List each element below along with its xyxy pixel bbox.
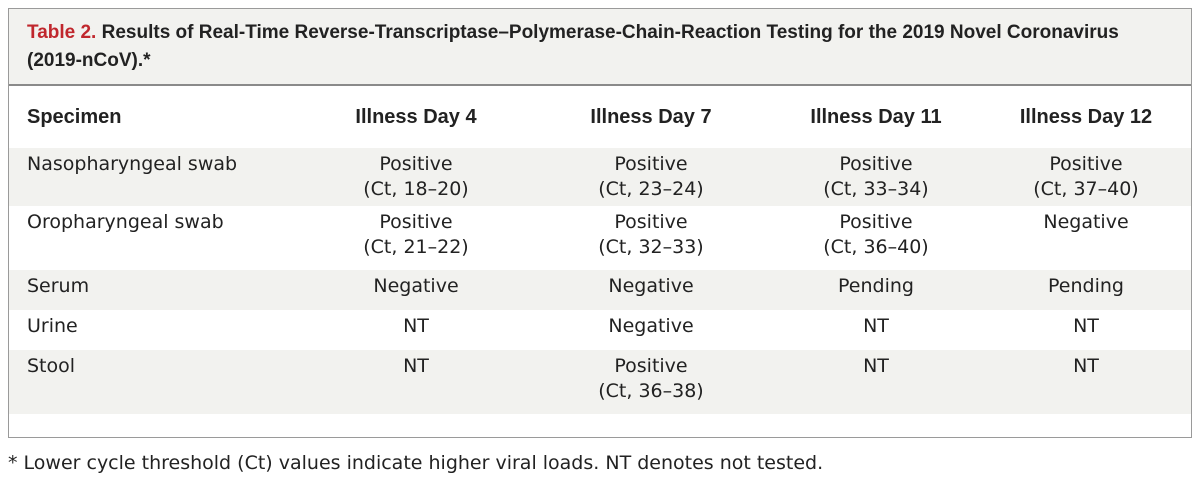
result-line: (Ct, 36–40) [823,236,929,258]
table-row: Nasopharyngeal swab Positive (Ct, 18–20) Po… [9,148,1191,206]
table-title: Table 2. Results of Real-Time Reverse-Tr… [9,9,1191,86]
result-line: NT [1073,355,1099,377]
result-line: NT [863,315,889,337]
result-cell: NT [981,310,1191,350]
result-line: Negative [373,275,459,297]
table-box: Table 2. Results of Real-Time Reverse-Tr… [8,8,1192,438]
column-header: Illness Day 11 [810,105,942,128]
result-line: NT [403,315,429,337]
result-line: Positive [379,211,453,233]
column-header: Illness Day 4 [355,105,477,128]
header-row: Specimen Illness Day 4 Illness Day 7 Illnes… [9,86,1191,148]
result-cell: Positive (Ct, 36–40) [771,206,981,270]
table-row: Urine NT Negative NT NT [9,310,1191,350]
specimen-cell: Serum [9,270,301,310]
result-cell: Positive (Ct, 36–38) [531,350,771,414]
result-cell: Negative [531,270,771,310]
result-cell: Positive (Ct, 37–40) [981,148,1191,206]
result-cell: Pending [771,270,981,310]
result-cell: NT [301,350,531,414]
table-row: Stool NT Positive (Ct, 36–38) NT NT [9,350,1191,414]
results-table: Specimen Illness Day 4 Illness Day 7 Illnes… [9,86,1191,414]
result-cell: NT [301,310,531,350]
result-line: (Ct, 36–38) [598,380,704,402]
result-line: Positive [614,153,688,175]
result-cell: NT [771,350,981,414]
specimen-cell: Oropharyngeal swab [27,211,224,233]
column-header: Illness Day 12 [1019,105,1153,128]
result-line: NT [863,355,889,377]
table-body: Nasopharyngeal swab Positive (Ct, 18–20) Po… [9,148,1191,414]
specimen-cell: Urine [27,315,78,337]
result-line: Negative [608,275,694,297]
result-cell: Positive (Ct, 18–20) [301,148,531,206]
result-cell: Positive (Ct, 21–22) [301,206,531,270]
result-line: Positive [839,211,913,233]
result-line: (Ct, 23–24) [598,178,704,200]
result-cell: Negative [531,310,771,350]
result-line: Positive [614,211,688,233]
result-line: Negative [1043,211,1129,233]
result-line: Pending [1048,275,1124,297]
result-cell: NT [981,350,1191,414]
result-cell: Positive (Ct, 33–34) [771,148,981,206]
title-label: Table 2. [27,22,97,43]
table-row: Serum Negative Negative Pending Pending [9,270,1191,310]
result-line: (Ct, 32–33) [598,236,704,258]
result-cell: Negative [981,206,1191,270]
result-line: (Ct, 21–22) [363,236,469,258]
result-line: NT [403,355,429,377]
result-cell: Positive (Ct, 32–33) [531,206,771,270]
column-header: Specimen [27,105,122,128]
result-line: Positive [614,355,688,377]
result-line: (Ct, 18–20) [363,178,469,200]
result-line: Pending [838,275,914,297]
column-header: Illness Day 7 [590,105,712,128]
specimen-cell: Nasopharyngeal swab [9,148,301,206]
result-cell: NT [771,310,981,350]
table-row: Oropharyngeal swab Positive (Ct, 21–22) Pos… [9,206,1191,270]
result-line: Positive [1049,153,1123,175]
result-line: (Ct, 37–40) [1033,178,1139,200]
result-line: (Ct, 33–34) [823,178,929,200]
result-line: Positive [839,153,913,175]
specimen-cell: Stool [9,350,301,414]
footnote: * Lower cycle threshold (Ct) values indi… [8,452,824,474]
result-cell: Negative [301,270,531,310]
title-text: Results of Real-Time Reverse-Transcripta… [27,22,1119,71]
result-line: NT [1073,315,1099,337]
result-cell: Pending [981,270,1191,310]
result-cell: Positive (Ct, 23–24) [531,148,771,206]
result-line: Negative [608,315,694,337]
result-line: Positive [379,153,453,175]
